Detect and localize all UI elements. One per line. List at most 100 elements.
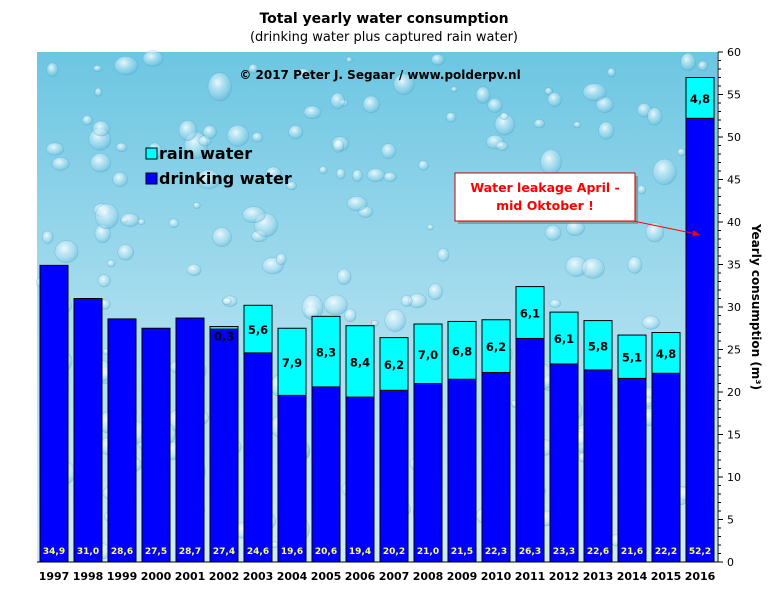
- water-droplet: [117, 244, 134, 261]
- drinking-value-label: 23,3: [553, 547, 575, 557]
- water-droplet: [248, 63, 259, 74]
- water-droplet: [499, 112, 509, 120]
- bar-drinking-water: [447, 378, 477, 563]
- water-droplet: [275, 252, 287, 266]
- drinking-value-label: 26,3: [519, 547, 541, 557]
- water-droplet: [627, 256, 643, 274]
- drinking-value-label: 21,5: [451, 547, 473, 557]
- water-droplet: [595, 96, 614, 113]
- water-droplet: [637, 184, 647, 195]
- rain-value-label: 8,3: [316, 346, 336, 360]
- water-droplet: [212, 227, 232, 247]
- annotation-text: mid Oktober !: [496, 198, 594, 213]
- rain-value-label: 7,9: [282, 356, 302, 370]
- x-tick-label: 2012: [549, 570, 580, 583]
- water-droplet: [680, 52, 696, 72]
- water-droplet: [487, 98, 503, 113]
- water-droplet: [697, 60, 709, 72]
- bar-rain-water: [311, 315, 341, 388]
- rain-value-label: 8,4: [350, 355, 370, 369]
- annotation-arrow: [632, 220, 701, 236]
- bar-drinking-water: [515, 337, 545, 563]
- y-tick-label: 15: [727, 429, 741, 442]
- rain-value-label: 7,0: [418, 348, 438, 362]
- bar-rain-water: [345, 325, 375, 398]
- water-droplet: [94, 87, 103, 97]
- water-droplet: [677, 148, 686, 157]
- rain-value-label: 0,3: [214, 330, 234, 344]
- plot-background: [37, 52, 717, 562]
- water-droplet: [370, 320, 379, 327]
- water-droplet: [168, 218, 180, 228]
- y-tick-label: 50: [727, 131, 741, 144]
- x-tick-label: 2005: [311, 570, 342, 583]
- water-droplet: [641, 315, 660, 330]
- bar-rain-water: [583, 320, 613, 371]
- x-tick-label: 2013: [583, 570, 614, 583]
- water-droplet: [51, 156, 70, 171]
- y-tick-label: 60: [727, 46, 741, 59]
- water-droplet: [544, 224, 562, 241]
- bar-drinking-water: [243, 352, 273, 563]
- water-droplet: [346, 196, 368, 212]
- y-tick-label: 20: [727, 386, 741, 399]
- water-droplet: [366, 168, 386, 182]
- drinking-value-label: 20,2: [383, 547, 405, 557]
- chart-title: Total yearly water consumption: [259, 11, 509, 27]
- x-tick-label: 2002: [209, 570, 240, 583]
- chart-subtitle: (drinking water plus captured rain water…: [249, 30, 518, 45]
- water-droplet: [207, 72, 232, 102]
- water-droplet: [303, 105, 322, 120]
- x-tick-label: 2006: [345, 570, 376, 583]
- legend-label-drinking: drinking water: [159, 169, 292, 188]
- water-droplet: [430, 53, 445, 66]
- water-droplet: [652, 158, 677, 186]
- x-tick-label: 2015: [651, 570, 682, 583]
- water-droplet: [345, 56, 353, 63]
- bar-rain-water: [277, 327, 307, 396]
- legend-swatch-drinking: [145, 172, 158, 185]
- y-axis-label: Yearly consumption (m³): [749, 223, 763, 390]
- y-tick-label: 40: [727, 216, 741, 229]
- water-droplet: [437, 247, 450, 262]
- y-tick-label: 35: [727, 259, 741, 272]
- x-tick-label: 2010: [481, 570, 512, 583]
- water-droplet: [336, 268, 352, 285]
- legend-swatch-rain: [145, 147, 158, 160]
- water-droplet: [197, 169, 220, 190]
- drinking-value-label: 19,4: [349, 547, 371, 557]
- x-tick-label: 2008: [413, 570, 444, 583]
- water-droplet: [112, 171, 128, 188]
- water-droplet: [226, 124, 250, 147]
- rain-value-label: 5,6: [248, 323, 268, 337]
- bar-drinking-water: [141, 327, 171, 563]
- drinking-value-label: 20,6: [315, 547, 337, 557]
- water-droplet: [351, 169, 363, 182]
- annotation-box: [454, 172, 636, 222]
- water-droplet: [242, 206, 266, 224]
- x-tick-label: 2011: [515, 570, 546, 583]
- drinking-value-label: 28,6: [111, 547, 133, 557]
- water-droplet: [92, 120, 110, 137]
- bar-rain-water: [379, 337, 409, 391]
- copyright-text: © 2017 Peter J. Segaar / www.polderpv.nl: [239, 68, 520, 82]
- water-droplet: [450, 86, 458, 93]
- water-droplet: [296, 68, 311, 80]
- water-droplet: [90, 153, 112, 173]
- water-droplet: [106, 259, 116, 268]
- x-tick-label: 2004: [277, 570, 308, 583]
- water-droplet: [582, 83, 607, 102]
- bar-drinking-water: [209, 328, 239, 563]
- drinking-value-label: 24,6: [247, 547, 269, 557]
- water-droplet: [384, 308, 406, 332]
- bar-drinking-water: [583, 369, 613, 563]
- water-droplet: [547, 92, 562, 108]
- drinking-value-label: 27,4: [213, 547, 235, 557]
- rain-value-label: 6,1: [554, 332, 574, 346]
- bar-rain-water: [243, 304, 273, 354]
- drinking-value-label: 19,6: [281, 547, 303, 557]
- bar-drinking-water: [277, 394, 307, 563]
- x-tick-label: 1997: [39, 570, 70, 583]
